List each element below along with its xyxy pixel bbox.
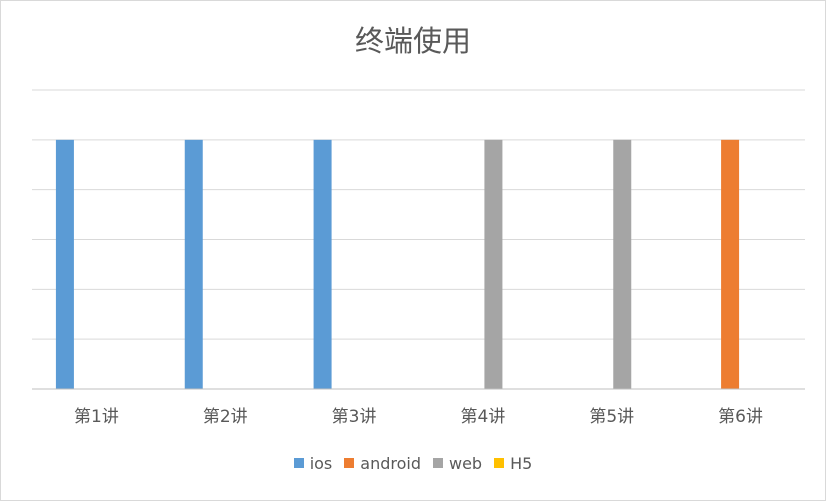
legend-label: web: [448, 453, 483, 473]
x-tick-label: 第2讲: [203, 407, 248, 427]
legend-swatch: [494, 458, 505, 468]
x-tick-label: 第6讲: [718, 407, 763, 427]
bar-ios-2: [184, 139, 203, 389]
legend-item-ios: ios: [293, 453, 333, 473]
legend-label: ios: [309, 453, 333, 473]
legend-swatch: [432, 458, 443, 468]
x-tick-label: 第5讲: [589, 407, 634, 427]
x-tick-label: 第1讲: [74, 407, 119, 427]
x-tick-label: 第4讲: [461, 407, 506, 427]
legend-swatch: [344, 458, 355, 468]
legend-item-H5: H5: [494, 454, 532, 473]
legend-item-web: web: [432, 453, 483, 473]
legend-swatch: [293, 458, 304, 468]
chart-title: 终端使用: [354, 24, 471, 58]
bar-web-4: [484, 139, 503, 389]
bar-android-6: [721, 139, 740, 389]
x-tick-label: 第3讲: [332, 407, 377, 427]
bar-ios-1: [55, 139, 74, 389]
bar-web-5: [613, 139, 632, 389]
legend: ios android web H5: [0, 453, 826, 473]
legend-item-android: android: [344, 454, 421, 473]
bar-ios-3: [313, 139, 332, 389]
legend-label: H5: [510, 453, 533, 473]
legend-label: android: [360, 453, 421, 473]
